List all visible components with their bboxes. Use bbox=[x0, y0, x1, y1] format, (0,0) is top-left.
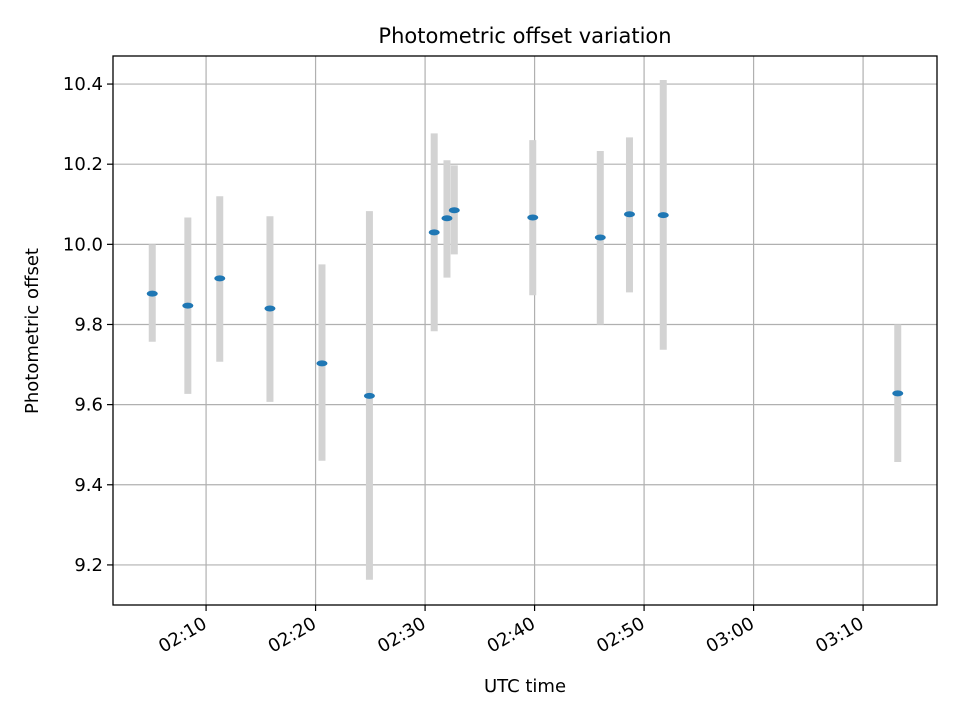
y-tick-label: 10.0 bbox=[63, 234, 103, 255]
x-tick-label: 03:10 bbox=[812, 613, 867, 657]
y-tick-label: 9.6 bbox=[74, 395, 103, 416]
axis-ticks bbox=[107, 83, 864, 611]
x-tick-label: 02:20 bbox=[265, 613, 320, 657]
grid-lines bbox=[113, 56, 937, 605]
x-tick-label: 02:30 bbox=[374, 613, 429, 657]
plot-frame bbox=[112, 55, 938, 606]
data-point bbox=[448, 207, 460, 214]
data-point bbox=[657, 212, 669, 219]
x-axis-label: UTC time bbox=[484, 676, 566, 697]
data-point bbox=[182, 302, 194, 309]
y-tick-label: 9.4 bbox=[74, 475, 103, 496]
data-point bbox=[428, 229, 440, 236]
data-points bbox=[146, 207, 904, 399]
x-tick-label: 02:40 bbox=[484, 613, 539, 657]
data-point bbox=[316, 360, 328, 367]
x-tick-label: 02:50 bbox=[593, 613, 648, 657]
data-point bbox=[892, 390, 904, 397]
data-point bbox=[363, 392, 375, 399]
data-point bbox=[527, 214, 539, 221]
data-point bbox=[441, 215, 453, 222]
data-point bbox=[623, 211, 635, 218]
y-tick-label: 9.8 bbox=[74, 314, 103, 335]
x-tick-label: 02:10 bbox=[155, 613, 210, 657]
y-axis-label: Photometric offset bbox=[22, 248, 43, 414]
data-point bbox=[264, 305, 276, 312]
x-tick-labels: 02:10 02:20 02:30 02:40 02:50 03:00 03:10 bbox=[155, 613, 867, 657]
y-tick-label: 10.4 bbox=[63, 74, 103, 95]
data-point bbox=[146, 290, 158, 297]
y-tick-label: 9.2 bbox=[74, 555, 103, 576]
error-bars bbox=[148, 80, 902, 580]
y-tick-label: 10.2 bbox=[63, 154, 103, 175]
chart-title: Photometric offset variation bbox=[378, 24, 671, 48]
data-point bbox=[594, 234, 606, 241]
data-point bbox=[214, 275, 226, 282]
x-tick-label: 03:00 bbox=[703, 613, 758, 657]
y-tick-labels: 9.2 9.4 9.6 9.8 10.0 10.2 10.4 bbox=[63, 74, 103, 576]
